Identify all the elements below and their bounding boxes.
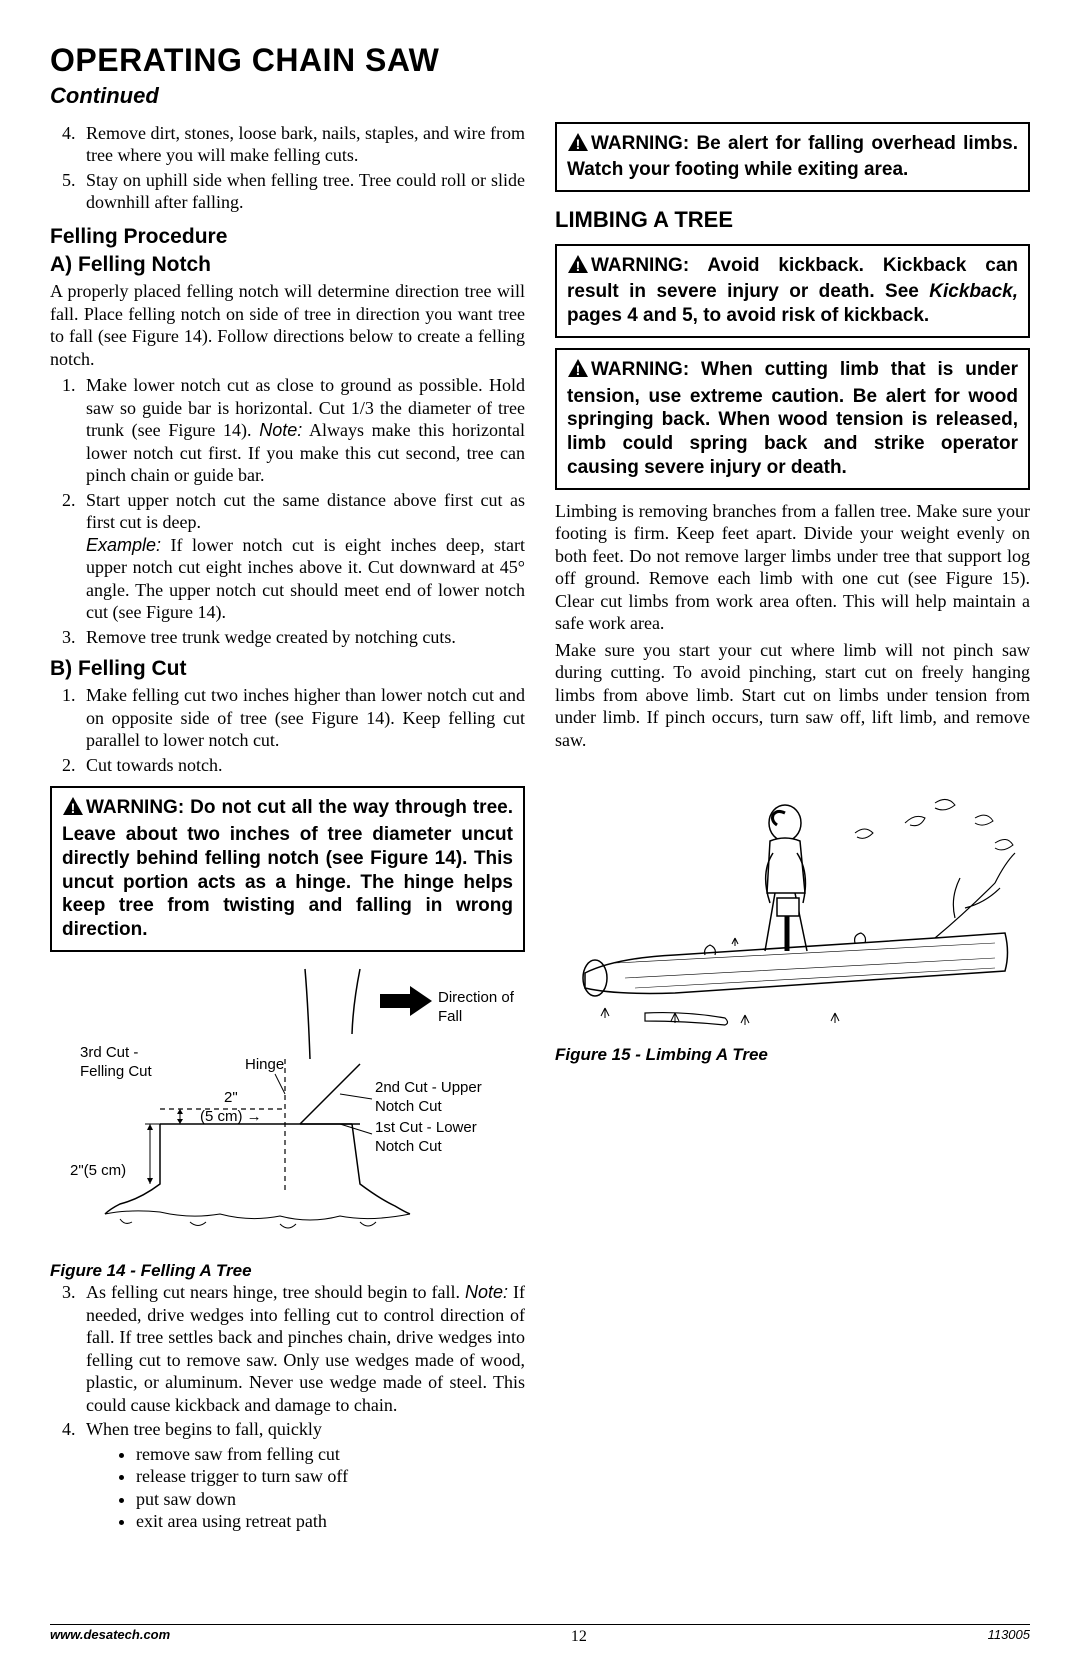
page-number: 12 [50,1627,1030,1647]
list-item: Stay on uphill side when felling tree. T… [80,169,525,214]
felling-notch-intro: A properly placed felling notch will det… [50,280,525,370]
fig14-second-cut: 2nd Cut - Upper Notch Cut [375,1079,515,1117]
list-item: When tree begins to fall, quickly remove… [80,1418,525,1533]
fig14-first-cut: 1st Cut - Lower Notch Cut [375,1119,515,1157]
svg-text:!: ! [576,258,581,274]
limbing-para-1: Limbing is removing branches from a fall… [555,500,1030,635]
footer-url: www.desatech.com [50,1627,170,1643]
heading-felling-procedure: Felling Procedure [50,224,525,250]
list-item: Start upper notch cut the same distance … [80,489,525,624]
limbing-para-2: Make sure you start your cut where limb … [555,639,1030,752]
footer-docid: 113005 [988,1627,1030,1643]
warning-tension: ! WARNING: When cutting limb that is und… [555,348,1030,490]
fig14-third-cut: 3rd Cut - Felling Cut [80,1044,170,1082]
warning-text: pages 4 and 5, to avoid risk of kickback… [567,305,929,326]
step-text: When tree begins to fall, quickly [86,1419,322,1439]
figure-14: Direction of Fall 3rd Cut - Felling Cut … [50,964,525,1281]
figure-15: Figure 15 - Limbing A Tree [555,763,1030,1065]
warning-text: WARNING: Do not cut all the way through … [62,797,513,940]
warning-icon: ! [567,254,589,281]
bullet-item: release trigger to turn saw off [136,1465,525,1488]
bullet-item: remove saw from felling cut [136,1443,525,1466]
list-item: Make lower notch cut as close to ground … [80,374,525,487]
warning-icon: ! [62,796,84,823]
quick-actions: remove saw from felling cut release trig… [86,1443,525,1533]
bullet-item: put saw down [136,1488,525,1511]
list-item: Remove dirt, stones, loose bark, nails, … [80,122,525,167]
fig14-dim-2in5cm: 2"(5 cm) [70,1162,126,1181]
list-item: As felling cut nears hinge, tree should … [80,1281,525,1416]
list-item: Cut towards notch. [80,754,525,777]
list-item: Make felling cut two inches higher than … [80,684,525,752]
note-label: Note: [465,1282,508,1302]
warning-text: WARNING: Be alert for falling overhead l… [567,133,1018,181]
heading-felling-notch: A) Felling Notch [50,252,525,278]
figure-14-caption: Figure 14 - Felling A Tree [50,1260,525,1281]
continued-label: Continued [50,82,1030,110]
step-text: Start upper notch cut the same distance … [86,490,525,533]
fig14-hinge: Hinge [245,1056,284,1075]
example-label: Example: [86,535,161,555]
warning-hinge: ! WARNING: Do not cut all the way throug… [50,786,525,952]
heading-limbing: LIMBING A TREE [555,206,1030,234]
svg-text:!: ! [71,800,76,816]
warning-text: WARNING: When cutting limb that is under… [567,359,1018,478]
felling-continue-list: As felling cut nears hinge, tree should … [50,1281,525,1533]
heading-felling-cut: B) Felling Cut [50,656,525,682]
fig14-dim-2in: 2"(5 cm) → [200,1089,262,1127]
kickback-ref: Kickback, [929,281,1018,302]
fig14-direction: Direction of Fall [438,989,518,1027]
page-footer: www.desatech.com 113005 12 [50,1624,1030,1647]
warning-limbs: ! WARNING: Be alert for falling overhead… [555,122,1030,193]
warning-icon: ! [567,132,589,159]
page-title: OPERATING CHAIN SAW [50,40,1030,80]
intro-list-cont: Remove dirt, stones, loose bark, nails, … [50,122,525,214]
step-text: As felling cut nears hinge, tree should … [86,1282,465,1302]
felling-cut-steps: Make felling cut two inches higher than … [50,684,525,776]
two-column-body: Remove dirt, stones, loose bark, nails, … [50,122,1030,1612]
figure-15-caption: Figure 15 - Limbing A Tree [555,1044,1030,1065]
warning-kickback: ! WARNING: Avoid kickback. Kickback can … [555,244,1030,338]
note-label: Note: [259,420,302,440]
bullet-item: exit area using retreat path [136,1510,525,1533]
felling-notch-steps: Make lower notch cut as close to ground … [50,374,525,648]
list-item: Remove tree trunk wedge created by notch… [80,626,525,649]
warning-icon: ! [567,358,589,385]
svg-text:!: ! [576,136,581,152]
svg-text:!: ! [576,362,581,378]
